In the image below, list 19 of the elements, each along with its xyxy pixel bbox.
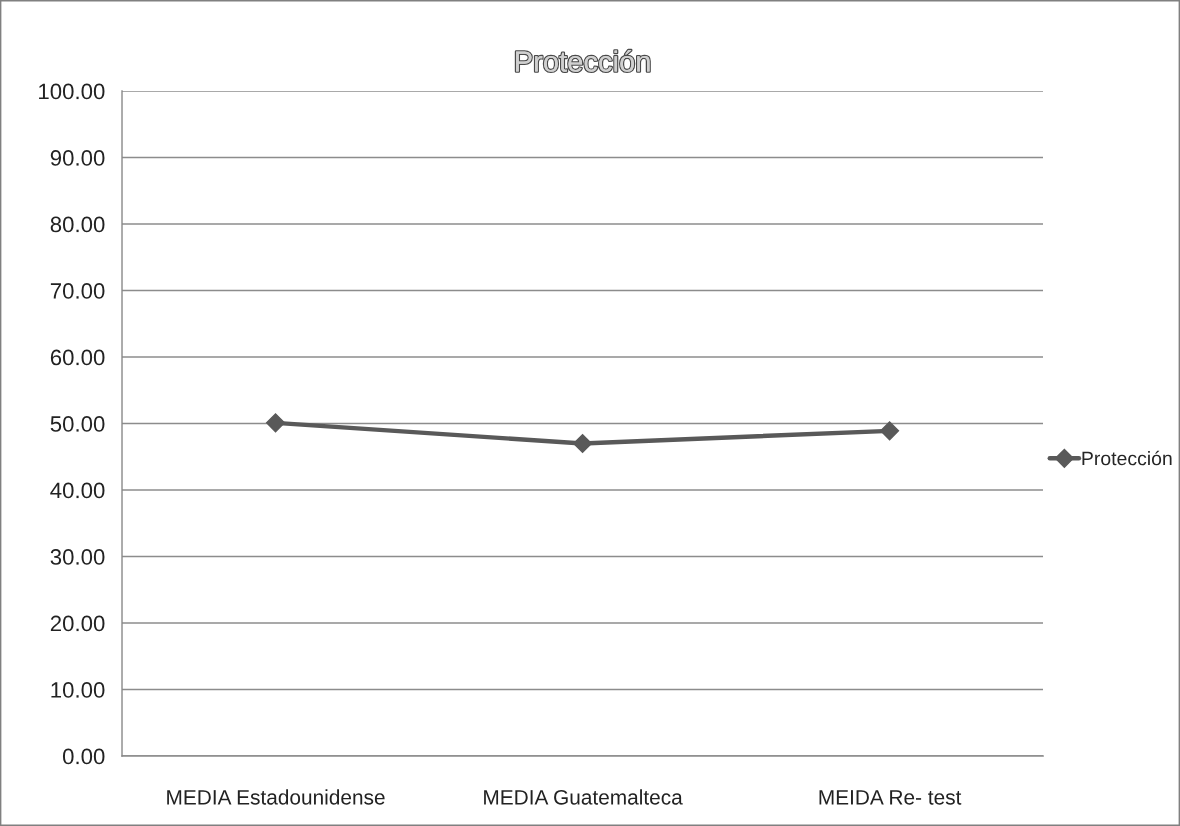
x-tick-label: MEIDA Re- test [819,790,962,805]
y-tick-label: 60.00 [50,349,105,366]
y-tick-label: 100.00 [39,83,105,100]
y-tick-label: 30.00 [50,549,105,565]
point [573,433,593,454]
y-tick-label: 40.00 [50,482,105,499]
point [265,413,286,433]
x-tick-label: MEDIA Guatemalteca [484,789,683,805]
y-tick-label: 20.00 [50,615,105,632]
y-tick-label: 80.00 [50,216,105,233]
y-tick-label: 10.00 [51,682,105,698]
chart-title: Protección [516,50,650,72]
legend-label: Protección [1082,450,1172,466]
x-tick-label: MEDIA Estadounidense [167,789,385,805]
point [880,421,900,441]
y-tick-label: 0.00 [62,748,105,765]
y-tick-label: 70.00 [50,283,105,299]
y-tick-label: 90.00 [50,150,105,166]
y-tick-label: 50.00 [50,416,105,432]
